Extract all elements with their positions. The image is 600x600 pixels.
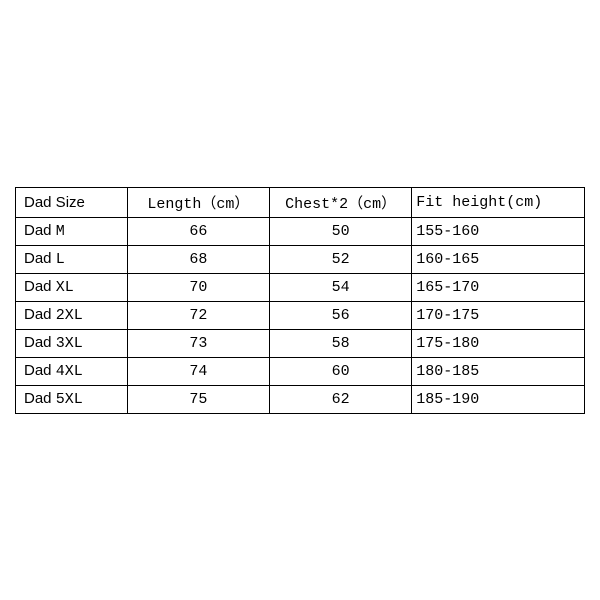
cell-size: Dad XL [16,273,128,301]
cell-size: Dad 5XL [16,385,128,413]
cell-size: Dad M [16,217,128,245]
col-header-length: Length（cm） [127,187,269,217]
cell-length: 75 [127,385,269,413]
header-row: Dad Size Length（cm） Chest*2（cm） Fit heig… [16,187,585,217]
cell-fit: 185-190 [412,385,585,413]
size-table: Dad Size Length（cm） Chest*2（cm） Fit heig… [15,187,585,414]
cell-length: 66 [127,217,269,245]
col-header-size: Dad Size [16,187,128,217]
cell-chest: 60 [270,357,412,385]
cell-chest: 58 [270,329,412,357]
table-row: Dad 3XL 73 58 175-180 [16,329,585,357]
size-table-container: Dad Size Length（cm） Chest*2（cm） Fit heig… [15,187,585,414]
cell-fit: 155-160 [412,217,585,245]
cell-length: 74 [127,357,269,385]
cell-chest: 62 [270,385,412,413]
table-row: Dad L 68 52 160-165 [16,245,585,273]
cell-chest: 52 [270,245,412,273]
cell-fit: 180-185 [412,357,585,385]
cell-fit: 175-180 [412,329,585,357]
cell-chest: 50 [270,217,412,245]
col-header-chest: Chest*2（cm） [270,187,412,217]
cell-chest: 56 [270,301,412,329]
cell-chest: 54 [270,273,412,301]
cell-size: Dad 3XL [16,329,128,357]
cell-length: 70 [127,273,269,301]
cell-size: Dad L [16,245,128,273]
cell-size: Dad 4XL [16,357,128,385]
cell-length: 68 [127,245,269,273]
cell-fit: 170-175 [412,301,585,329]
cell-fit: 165-170 [412,273,585,301]
cell-fit: 160-165 [412,245,585,273]
table-row: Dad XL 70 54 165-170 [16,273,585,301]
table-row: Dad 2XL 72 56 170-175 [16,301,585,329]
col-header-fit: Fit height(cm) [412,187,585,217]
table-body: Dad M 66 50 155-160 Dad L 68 52 160-165 … [16,217,585,413]
table-row: Dad 5XL 75 62 185-190 [16,385,585,413]
table-row: Dad 4XL 74 60 180-185 [16,357,585,385]
cell-length: 73 [127,329,269,357]
cell-size: Dad 2XL [16,301,128,329]
cell-length: 72 [127,301,269,329]
table-row: Dad M 66 50 155-160 [16,217,585,245]
